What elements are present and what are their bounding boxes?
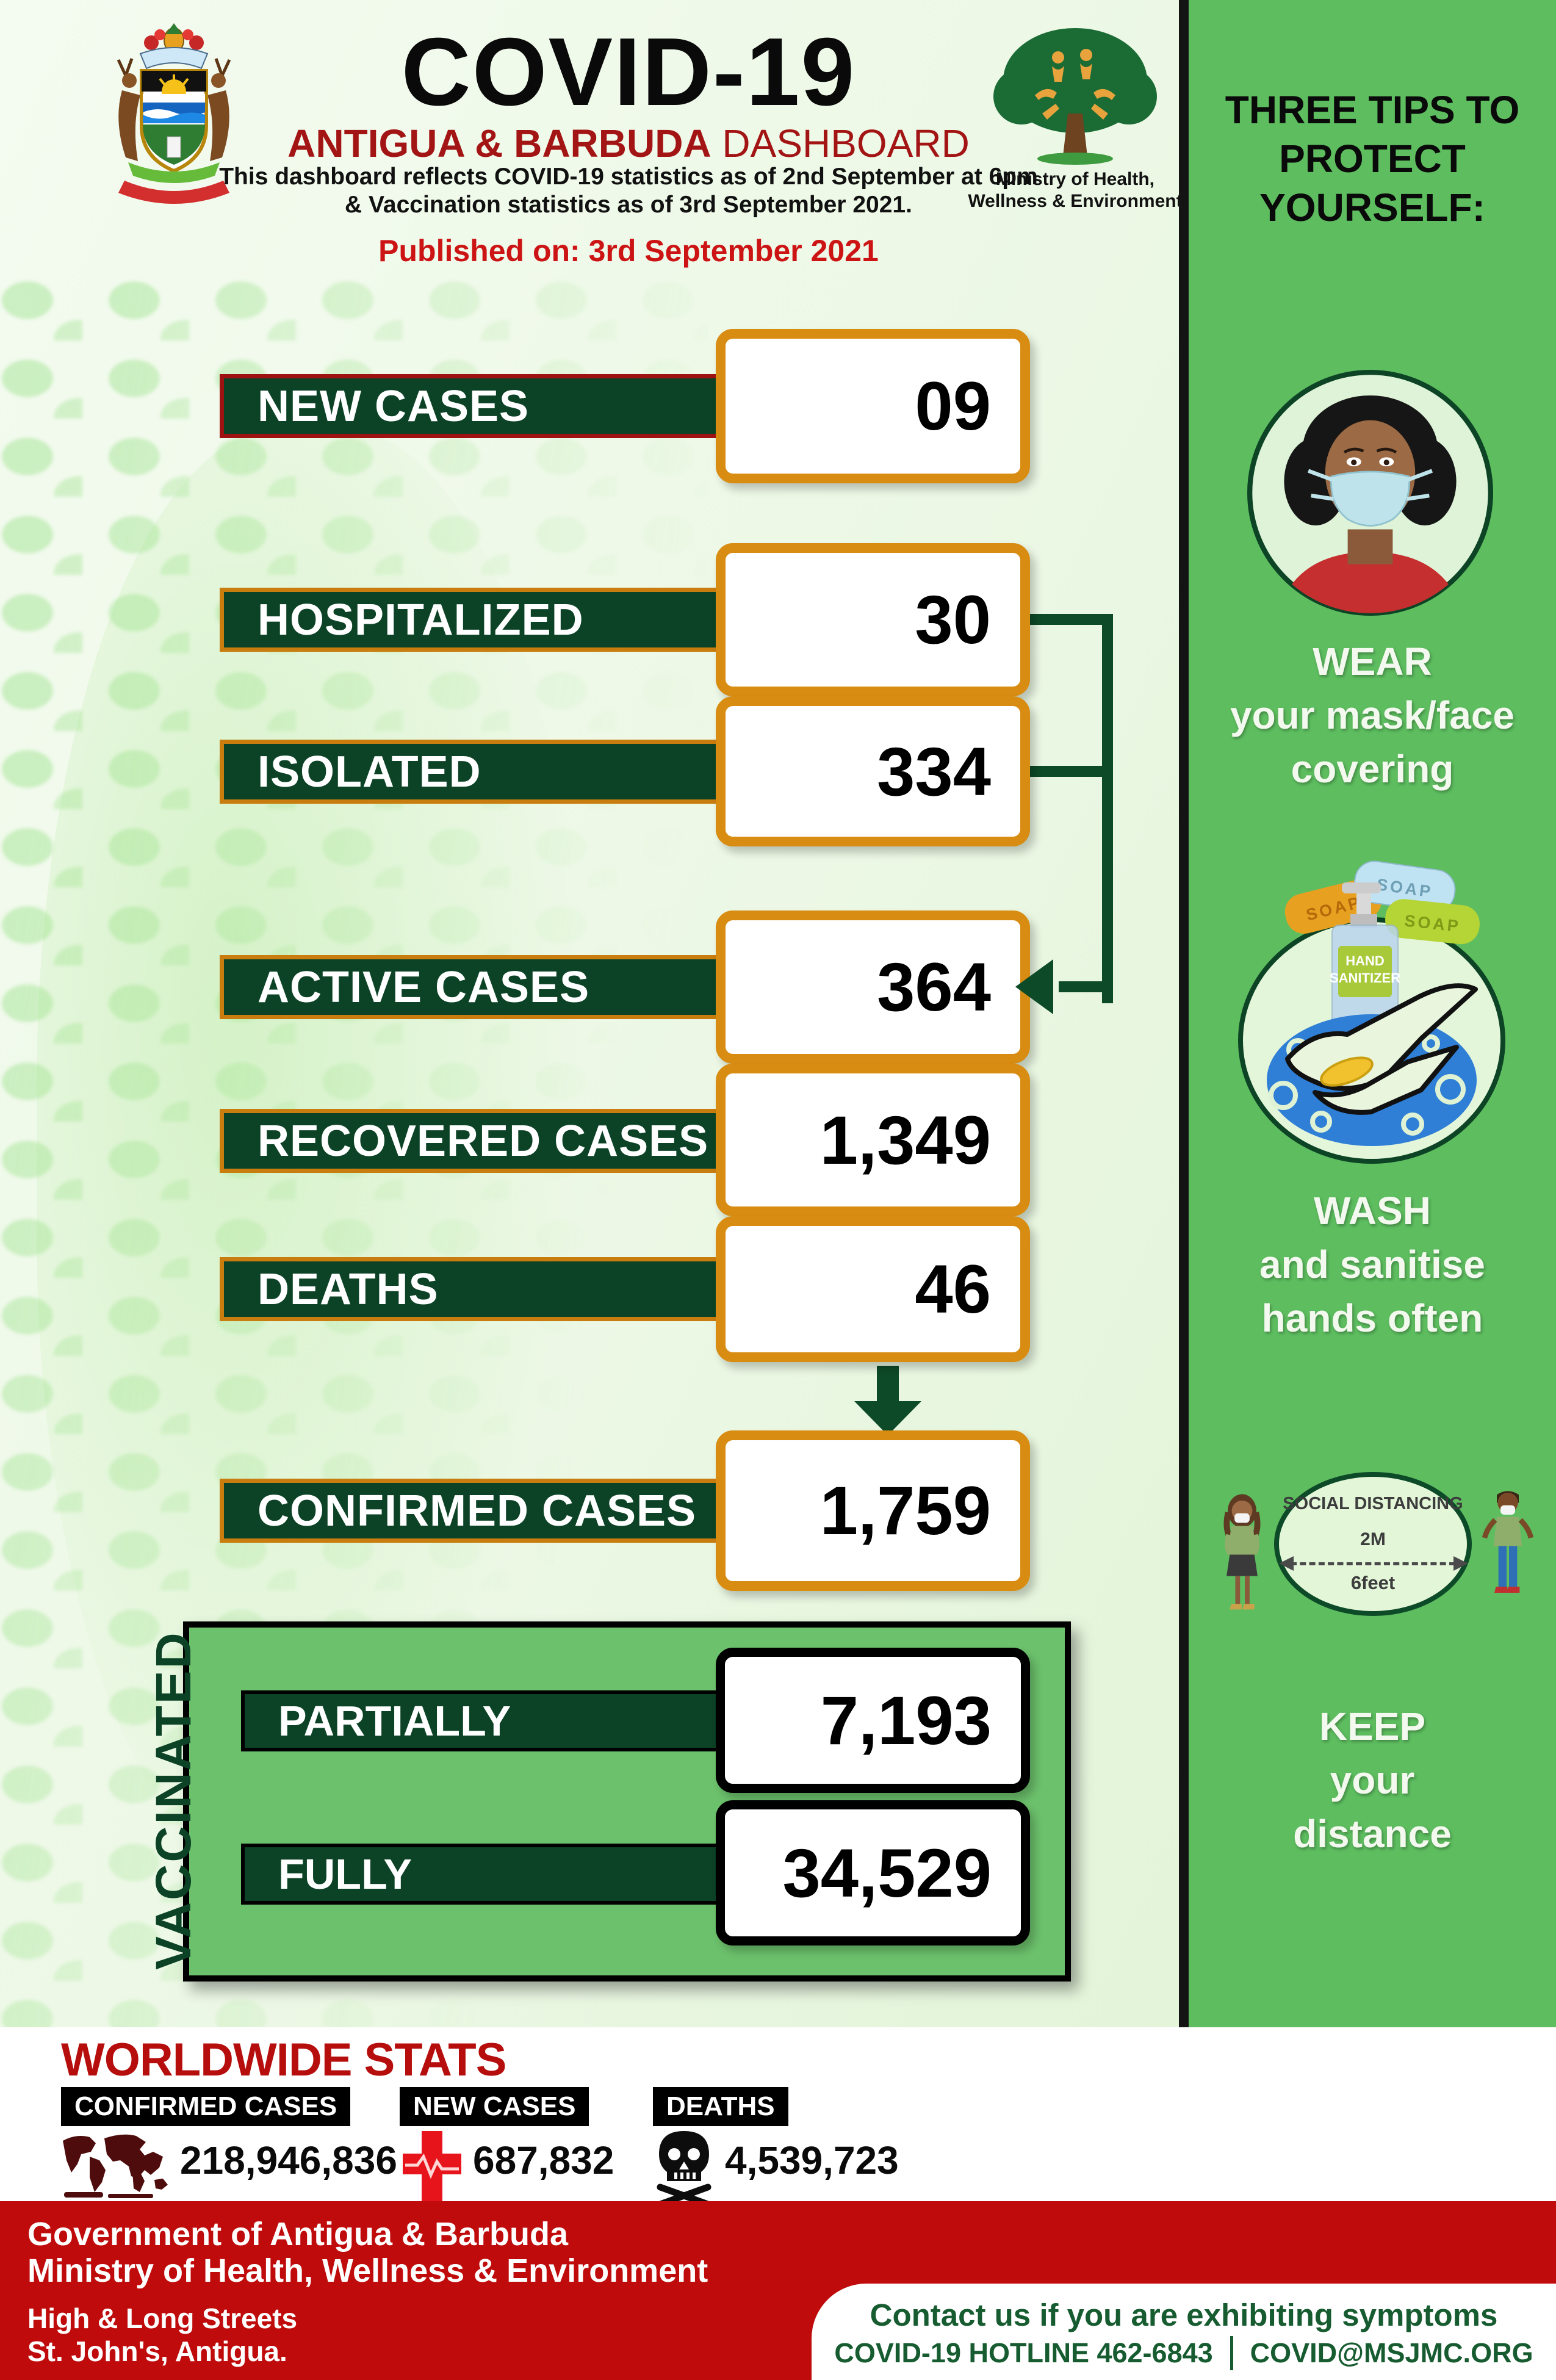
tip2-line1: WASH (1314, 1189, 1431, 1233)
page-title: COVID-19 (401, 18, 856, 126)
partially-vaccinated-value: 7,193 (716, 1648, 1030, 1793)
tips-heading-line1: THREE TIPS TO (1225, 88, 1520, 132)
arrow-down-shaft (877, 1366, 899, 1404)
isolated-value: 334 (716, 696, 1030, 846)
vaccinated-panel-title: VACCINATED (146, 1631, 201, 1970)
recovered-cases-value: 1,349 (716, 1064, 1030, 1216)
new-cases-label: NEW CASES (220, 374, 726, 438)
tip3-line2: your (1330, 1758, 1415, 1802)
wash-hands-illustration-icon: SOAP SOAP SOAP HAND SANITIZER (1238, 860, 1505, 1164)
connector-hospitalized-line (1028, 614, 1113, 625)
contact-email: COVID@MSJMC.ORG (1250, 2337, 1533, 2368)
social-distancing-title: SOCIAL DISTANCING (1283, 1494, 1463, 1513)
arrow-down-to-confirmed-icon (854, 1401, 921, 1435)
tip1-line2: your mask/face (1230, 693, 1515, 737)
arrow-into-active-cases-icon (1015, 959, 1053, 1014)
tip2-line3: hands often (1261, 1296, 1483, 1340)
tip1-text: WEAR your mask/face covering (1189, 635, 1556, 796)
partially-vaccinated-label: PARTIALLY (241, 1690, 723, 1751)
antigua-barbuda-coat-of-arms-icon (117, 23, 231, 204)
confirmed-cases-value: 1,759 (716, 1430, 1030, 1591)
confirmed-cases-label: CONFIRMED CASES (220, 1479, 726, 1543)
published-date: Published on: 3rd September 2021 (378, 234, 879, 268)
sanitizer-label-line1: HAND (1345, 953, 1385, 968)
distance-2m-label: 2M (1360, 1529, 1386, 1549)
distancing-man-figure-icon (1482, 1491, 1534, 1593)
soap-lather (1320, 1056, 1374, 1087)
isolated-label: ISOLATED (220, 740, 726, 804)
tip3-line3: distance (1293, 1812, 1452, 1856)
recovered-cases-label: RECOVERED CASES (220, 1109, 726, 1173)
world-map-icon (63, 2134, 168, 2198)
distancing-woman-figure-icon (1223, 1494, 1261, 1610)
tip2-line2: and sanitise (1259, 1242, 1485, 1286)
tip2-text: WASH and sanitise hands often (1189, 1184, 1556, 1345)
ministry-of-health-logo-icon (993, 28, 1157, 165)
hand-sanitizer-bottle: HAND SANITIZER (1330, 882, 1400, 1030)
ministry-logo-caption: Ministry of Health, Wellness & Environme… (959, 168, 1191, 212)
contact-box (812, 2284, 1556, 2380)
footer-street-line: High & Long Streets (27, 2302, 298, 2334)
dashboard-description-line2: & Vaccination statistics as of 3rd Septe… (345, 192, 912, 218)
worldwide-deaths-value: 4,539,723 (725, 2138, 899, 2182)
worldwide-new-label: NEW CASES (400, 2087, 589, 2126)
subtitle-country: ANTIGUA & BARBUDA (287, 121, 711, 165)
tips-heading-line3: YOURSELF: (1259, 186, 1485, 229)
distance-arrow-line (1291, 1562, 1455, 1565)
hospitalized-label: HOSPITALIZED (220, 588, 726, 652)
fully-vaccinated-label: FULLY (241, 1844, 723, 1905)
skull-crossbones-icon (657, 2131, 711, 2208)
footer-government-line: Government of Antigua & Barbuda (27, 2216, 569, 2252)
contact-heading: Contact us if you are exhibiting symptom… (870, 2298, 1498, 2332)
subtitle-dashboard: DASHBOARD (711, 121, 970, 165)
distance-arrowhead-right-icon (1453, 1556, 1468, 1571)
worldwide-deaths-label: DEATHS (653, 2087, 788, 2126)
sidebar-separator (1179, 0, 1189, 2027)
wear-mask-illustration-icon (1247, 369, 1494, 616)
fully-vaccinated-value: 34,529 (716, 1800, 1030, 1945)
washing-hands (1285, 983, 1478, 1115)
worldwide-new-value: 687,832 (473, 2138, 614, 2182)
sanitizer-label-line2: SANITIZER (1330, 970, 1400, 986)
distance-arrowhead-left-icon (1279, 1556, 1294, 1571)
tip1-line3: covering (1291, 747, 1454, 791)
hotline-number: COVID-19 HOTLINE 462-6843 (834, 2337, 1213, 2368)
connector-vertical-line (1102, 614, 1113, 1003)
ministry-caption-line2: Wellness & Environment (968, 191, 1183, 211)
worldwide-stats-heading: WORLDWIDE STATS (61, 2034, 506, 2086)
active-cases-value: 364 (716, 911, 1030, 1064)
page-subtitle: ANTIGUA & BARBUDA DASHBOARD (201, 121, 1056, 166)
footer-city-line: St. John's, Antigua. (27, 2335, 287, 2367)
medical-cross-icon (403, 2131, 461, 2204)
hospitalized-value: 30 (716, 543, 1030, 696)
active-cases-label: ACTIVE CASES (220, 955, 726, 1019)
connector-isolated-line (1028, 766, 1113, 777)
tip3-line1: KEEP (1319, 1704, 1426, 1748)
worldwide-confirmed-label: CONFIRMED CASES (61, 2087, 351, 2126)
tip1-line1: WEAR (1313, 640, 1432, 683)
connector-active-shaft (1059, 981, 1113, 992)
dashboard-description-line1: This dashboard reflects COVID-19 statist… (219, 164, 1038, 190)
contact-row: COVID-19 HOTLINE 462-6843 COVID@MSJMC.OR… (812, 2336, 1556, 2370)
deaths-label: DEATHS (220, 1257, 726, 1321)
deaths-value: 46 (716, 1216, 1030, 1362)
logo-figures (1035, 49, 1115, 120)
ministry-caption-line1: Ministry of Health, (995, 169, 1155, 189)
social-distancing-ellipse (1274, 1472, 1472, 1616)
footer-ministry-line: Ministry of Health, Wellness & Environme… (27, 2252, 708, 2289)
tips-heading-line2: PROTECT (1279, 137, 1466, 181)
tips-heading: THREE TIPS TO PROTECT YOURSELF: (1195, 85, 1550, 232)
tip3-text: KEEP your distance (1189, 1700, 1556, 1861)
new-cases-value: 09 (716, 329, 1030, 483)
distance-6feet-label: 6feet (1350, 1572, 1396, 1593)
worldwide-confirmed-value: 218,946,836 (180, 2138, 397, 2182)
contact-divider (1230, 2336, 1233, 2370)
